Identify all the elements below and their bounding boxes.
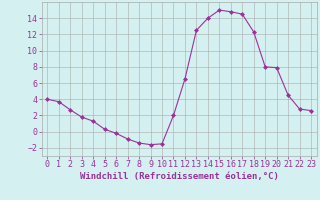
X-axis label: Windchill (Refroidissement éolien,°C): Windchill (Refroidissement éolien,°C) <box>80 172 279 181</box>
